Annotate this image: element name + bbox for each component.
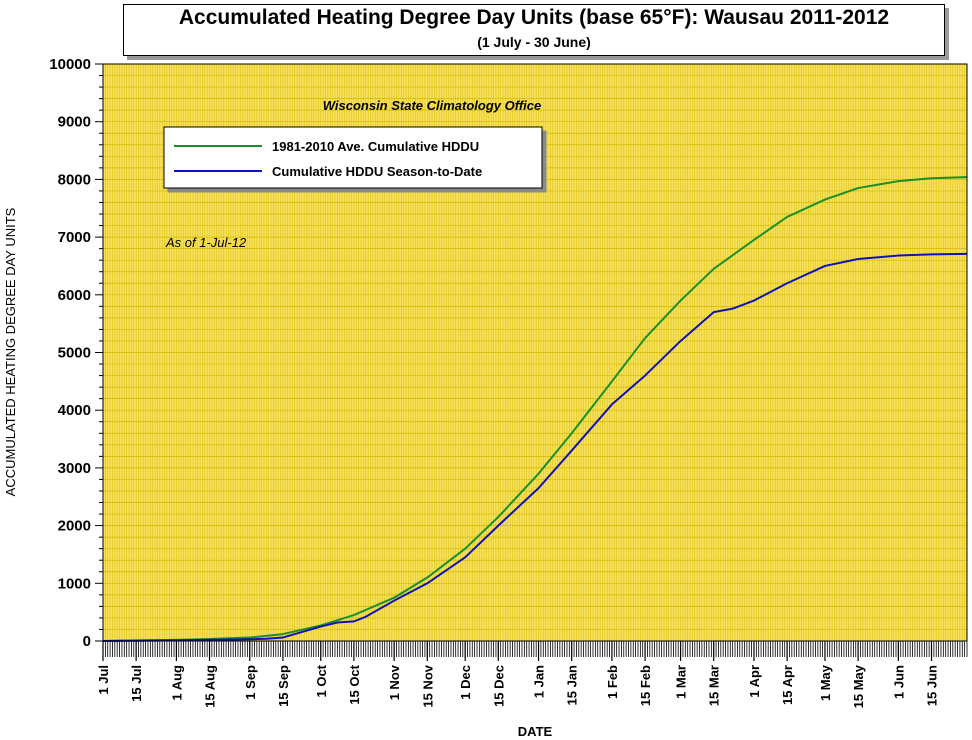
x-tick-label: 1 Jun [891, 665, 906, 699]
series-lines [102, 176, 968, 642]
chart-title-box: Accumulated Heating Degree Day Units (ba… [123, 4, 945, 56]
as-of-note: As of 1-Jul-12 [165, 235, 247, 250]
x-tick-label: 1 Sep [243, 665, 258, 700]
y-tick-label: 7000 [58, 229, 91, 246]
source-note: Wisconsin State Climatology Office [323, 98, 542, 113]
y-tick-label: 9000 [58, 114, 91, 131]
x-tick-label: 15 Mar [707, 665, 722, 706]
x-tick-label: 1 May [818, 664, 833, 701]
y-axis: 0 1000 2000 3000 4000 5000 6000 7000 8000 9000 100… [49, 56, 103, 650]
x-tick-label: 1 Aug [169, 665, 184, 701]
legend-box [163, 126, 543, 189]
x-tick-label: 1 Jul [96, 665, 111, 695]
legend-label-season: Cumulative HDDU Season-to-Date [272, 164, 482, 179]
series-line-season [102, 252, 968, 642]
x-tick-label: 15 Sep [276, 665, 291, 707]
x-tick-label: 15 Jul [129, 665, 144, 702]
y-tick-label: 10000 [49, 56, 91, 73]
x-tick-marks [102, 641, 968, 657]
x-axis-label: DATE [518, 724, 553, 739]
y-tick-label: 8000 [58, 171, 91, 188]
x-tick-label: 1 Jan [532, 665, 547, 698]
x-tick-label: 15 Aug [203, 665, 218, 708]
x-tick-label: 15 Nov [420, 664, 435, 707]
x-tick-label: 1 Mar [674, 665, 689, 699]
x-tick-label: 15 Dec [491, 665, 506, 707]
x-tick-label: 1 Dec [458, 665, 473, 700]
y-tick-label: 3000 [58, 460, 91, 477]
y-axis-label: ACCUMULATED HEATING DEGREE DAY UNITS [3, 207, 18, 496]
x-tick-label: 1 Feb [605, 665, 620, 699]
x-tick-label: 15 Oct [347, 664, 362, 704]
x-tick-label: 15 Apr [780, 665, 795, 705]
x-tick-label: 15 Feb [638, 665, 653, 706]
x-tick-label: 1 Nov [387, 664, 402, 700]
x-tick-label: 1 Apr [747, 665, 762, 698]
x-tick-label: 1 Oct [314, 664, 329, 697]
x-tick-label: 15 May [851, 664, 866, 708]
y-tick-label: 6000 [58, 287, 91, 304]
y-tick-label: 0 [83, 633, 91, 650]
series-line-normal [102, 176, 968, 642]
y-tick-label: 5000 [58, 345, 91, 362]
x-tick-label: 15 Jun [924, 665, 939, 706]
chart-subtitle: (1 July - 30 June) [477, 34, 591, 50]
x-tick-label: 15 Jan [565, 665, 580, 706]
x-axis: 1 Jul 15 Jul 1 Aug 15 Aug 1 Sep 15 Sep 1 Oct 15… [96, 641, 968, 708]
legend: 1981-2010 Ave. Cumulative HDDU Cumulativ… [163, 126, 543, 189]
y-tick-label: 1000 [58, 575, 91, 592]
y-tick-label: 2000 [58, 518, 91, 535]
legend-label-normal: 1981-2010 Ave. Cumulative HDDU [272, 139, 479, 154]
chart-title: Accumulated Heating Degree Day Units (ba… [178, 6, 890, 29]
y-tick-label: 4000 [58, 402, 91, 419]
